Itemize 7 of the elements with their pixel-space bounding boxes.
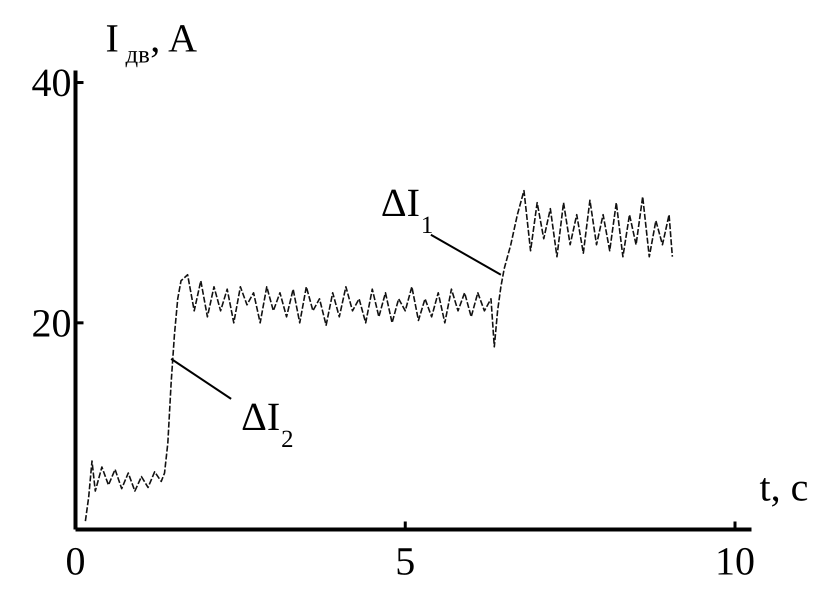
x-tick-label: 5 <box>395 538 416 584</box>
x-tick-label: 10 <box>715 538 756 584</box>
x-axis-title: t, c <box>760 464 808 510</box>
line-series <box>84 190 674 522</box>
x-tick-label: 0 <box>66 538 86 584</box>
y-tick-label: 40 <box>32 60 72 106</box>
y-tick-label: 20 <box>32 300 72 346</box>
